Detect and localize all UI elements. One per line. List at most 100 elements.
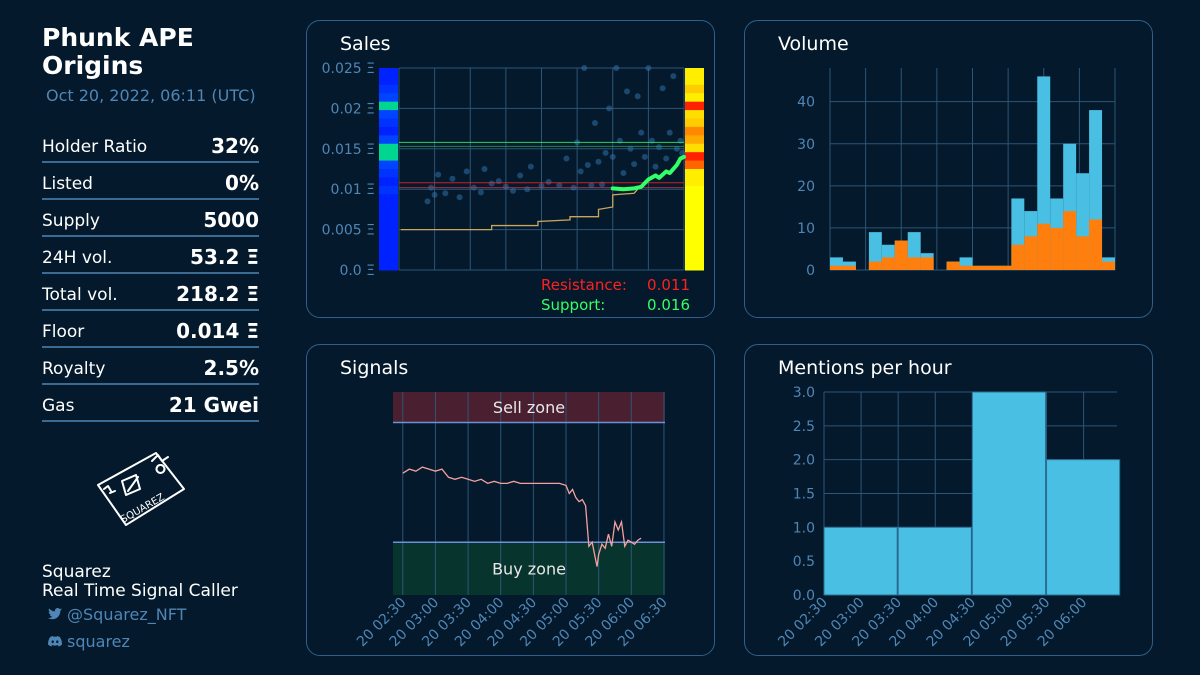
heatbar-cell [685,219,704,229]
heatbar-cell [379,261,398,271]
volume-bar-part [1089,219,1103,270]
sale-point [435,171,442,178]
heatbar-cell [685,101,704,111]
mentions-bar [971,391,1047,596]
twitter-link[interactable]: @Squarez_NFT [48,605,186,624]
sale-point [510,187,516,194]
mentions-bar [823,526,898,596]
y-tick-label: 2.5 [793,419,815,435]
y-tick-label: 2.0 [793,453,815,469]
sale-point [613,65,620,71]
sale-point [424,198,431,205]
stat-royalty: Royalty 2.5% [42,356,259,385]
heatbar-cell [379,194,398,204]
heatbar-cell [685,126,704,136]
signals-title: Signals [340,357,409,379]
heatbar-cell [685,261,704,271]
heatbar-cell [685,135,704,145]
volume-bar-part [972,265,986,270]
heatbar-cell [685,84,704,94]
heatbar-cell [685,211,704,220]
stat-value: 218.2 Ξ [176,282,259,306]
buy-zone [393,542,665,595]
volume-bar-part [985,265,999,270]
sale-point [581,65,588,71]
collection-title-line1: Phunk APE [42,23,194,52]
heatbar-cell [685,160,704,170]
heatbar-cell [379,76,398,86]
sale-point [659,85,666,92]
y-tick-label: 0.01 Ξ [331,182,375,198]
sale-point [431,191,438,198]
y-tick-label: 0.015 Ξ [322,142,375,158]
volume-bar-total [868,232,882,270]
discord-icon [48,632,62,651]
heatbar-cell [379,227,398,237]
y-tick-label: 0.0 [793,588,815,604]
support-label: Support: [541,296,605,314]
volume-bar-part [1063,211,1077,270]
sale-point [666,129,673,136]
sales-panel: Sales 0.0 Ξ 0.005 Ξ 0.01 Ξ 0.015 Ξ 0.02 Ξ 0.0… [306,20,715,318]
stat-label: Royalty [42,359,106,379]
heatbar-cell [379,68,398,77]
heatbar-cell [379,202,398,212]
twitter-handle: @Squarez_NFT [67,605,187,624]
sale-point [670,73,677,80]
sale-point [641,153,648,160]
sale-point [517,172,524,179]
heatbar-cell [685,244,704,254]
volume-bar-part [1037,223,1051,270]
stat-label: 24H vol. [42,248,113,268]
mentions-title: Mentions per hour [778,357,952,379]
sale-point [645,65,652,71]
discord-handle: squarez [67,632,130,651]
sale-point [627,145,634,152]
volume-bar-part [959,265,973,270]
heatbar-cell [685,169,704,178]
mentions-panel: Mentions per hour 0.0 0.5 1.0 1.5 2.0 2.5 3.0 2… [744,344,1153,656]
stat-value: 5000 [203,208,259,232]
y-tick-label: 0.025 Ξ [322,61,375,77]
floor-price-line [400,188,639,231]
collection-title: Phunk APE Origins [42,24,194,80]
sale-point [556,182,563,189]
sale-point [588,182,595,189]
stat-label: Supply [42,211,100,231]
discord-link[interactable]: squarez [48,632,130,651]
y-tick-label: 0.0 Ξ [339,263,375,279]
y-tick-label: 3.0 [793,385,815,401]
squarez-logo-icon: SQUAREZ [97,452,185,526]
stat-total-volume: Total vol. 218.2 Ξ [42,282,259,311]
sell-zone [393,392,665,423]
sale-point [609,153,616,160]
stat-gas: Gas 21 Gwei [42,393,259,422]
sale-point [463,168,470,175]
heatbar-cell [685,194,704,204]
heatbar-cell [379,84,398,94]
mentions-bar [1046,459,1121,596]
volume-panel: Volume 0 10 20 30 40 [744,20,1153,318]
sale-point [449,175,456,182]
y-tick-label: 10 [797,221,815,237]
heatbar-cell [379,126,398,136]
sale-point [502,183,509,190]
sale-point [624,88,630,95]
support-value: 0.016 [647,296,690,314]
support-trend-line [610,154,686,192]
heatbar-cell [379,185,398,195]
heatbar-cell [379,236,398,246]
volume-bar-part [1024,236,1038,270]
sale-point [606,105,613,112]
volume-bar-part [1076,236,1090,270]
heatbar-cell [379,93,398,103]
heatbar-cell [379,101,398,111]
volume-bar-total [1037,76,1051,270]
sales-chart: 0.0 Ξ 0.005 Ξ 0.01 Ξ 0.015 Ξ 0.02 Ξ 0.025 Ξ Re… [322,61,704,314]
timestamp: Oct 20, 2022, 06:11 (UTC) [46,86,256,105]
sale-point [527,163,534,170]
heatbar-cell [685,110,704,119]
heatbar-cell [685,93,704,103]
